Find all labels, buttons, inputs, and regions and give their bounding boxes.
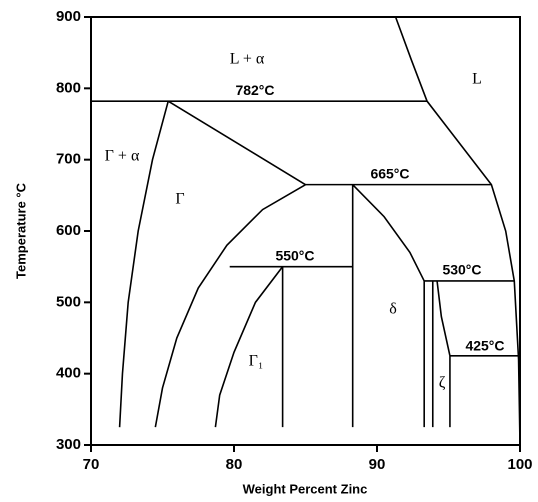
isotherm-label: 782°C <box>235 82 274 98</box>
x-tick-label: 100 <box>507 456 532 473</box>
phase-boundary <box>436 280 451 357</box>
region-label: Γ₁ <box>249 353 264 370</box>
x-tick-label: 80 <box>226 456 243 473</box>
isotherm-label: 665°C <box>370 165 409 181</box>
phase-boundary <box>118 100 169 428</box>
y-tick-label: 600 <box>56 222 81 239</box>
x-tick-label: 90 <box>369 456 386 473</box>
y-tick-label: 400 <box>56 365 81 382</box>
region-label: Γ + α <box>105 148 140 165</box>
y-axis-title: Temperature °C <box>13 182 28 279</box>
y-tick-label: 900 <box>56 8 81 25</box>
phase-boundary <box>167 100 306 186</box>
isotherm-label: 550°C <box>275 247 314 263</box>
y-tick-label: 500 <box>56 293 81 310</box>
y-tick-label: 700 <box>56 151 81 168</box>
phase-boundary <box>154 183 306 428</box>
isotherm-label: 530°C <box>442 262 481 278</box>
x-tick-label: 70 <box>83 456 100 473</box>
phase-boundary <box>214 266 284 428</box>
x-axis-title: Weight Percent Zinc <box>243 481 368 496</box>
region-label: δ <box>389 301 397 318</box>
region-label: L <box>472 71 482 88</box>
region-label: ζ <box>439 375 446 392</box>
region-label: Γ <box>175 191 184 208</box>
phase-boundary <box>394 16 521 446</box>
region-label: L + α <box>230 51 265 68</box>
y-tick-label: 300 <box>56 436 81 453</box>
isotherm-label: 425°C <box>465 338 504 354</box>
phase-boundary <box>352 184 425 282</box>
plot-frame <box>90 16 521 446</box>
y-tick-label: 800 <box>56 79 81 96</box>
